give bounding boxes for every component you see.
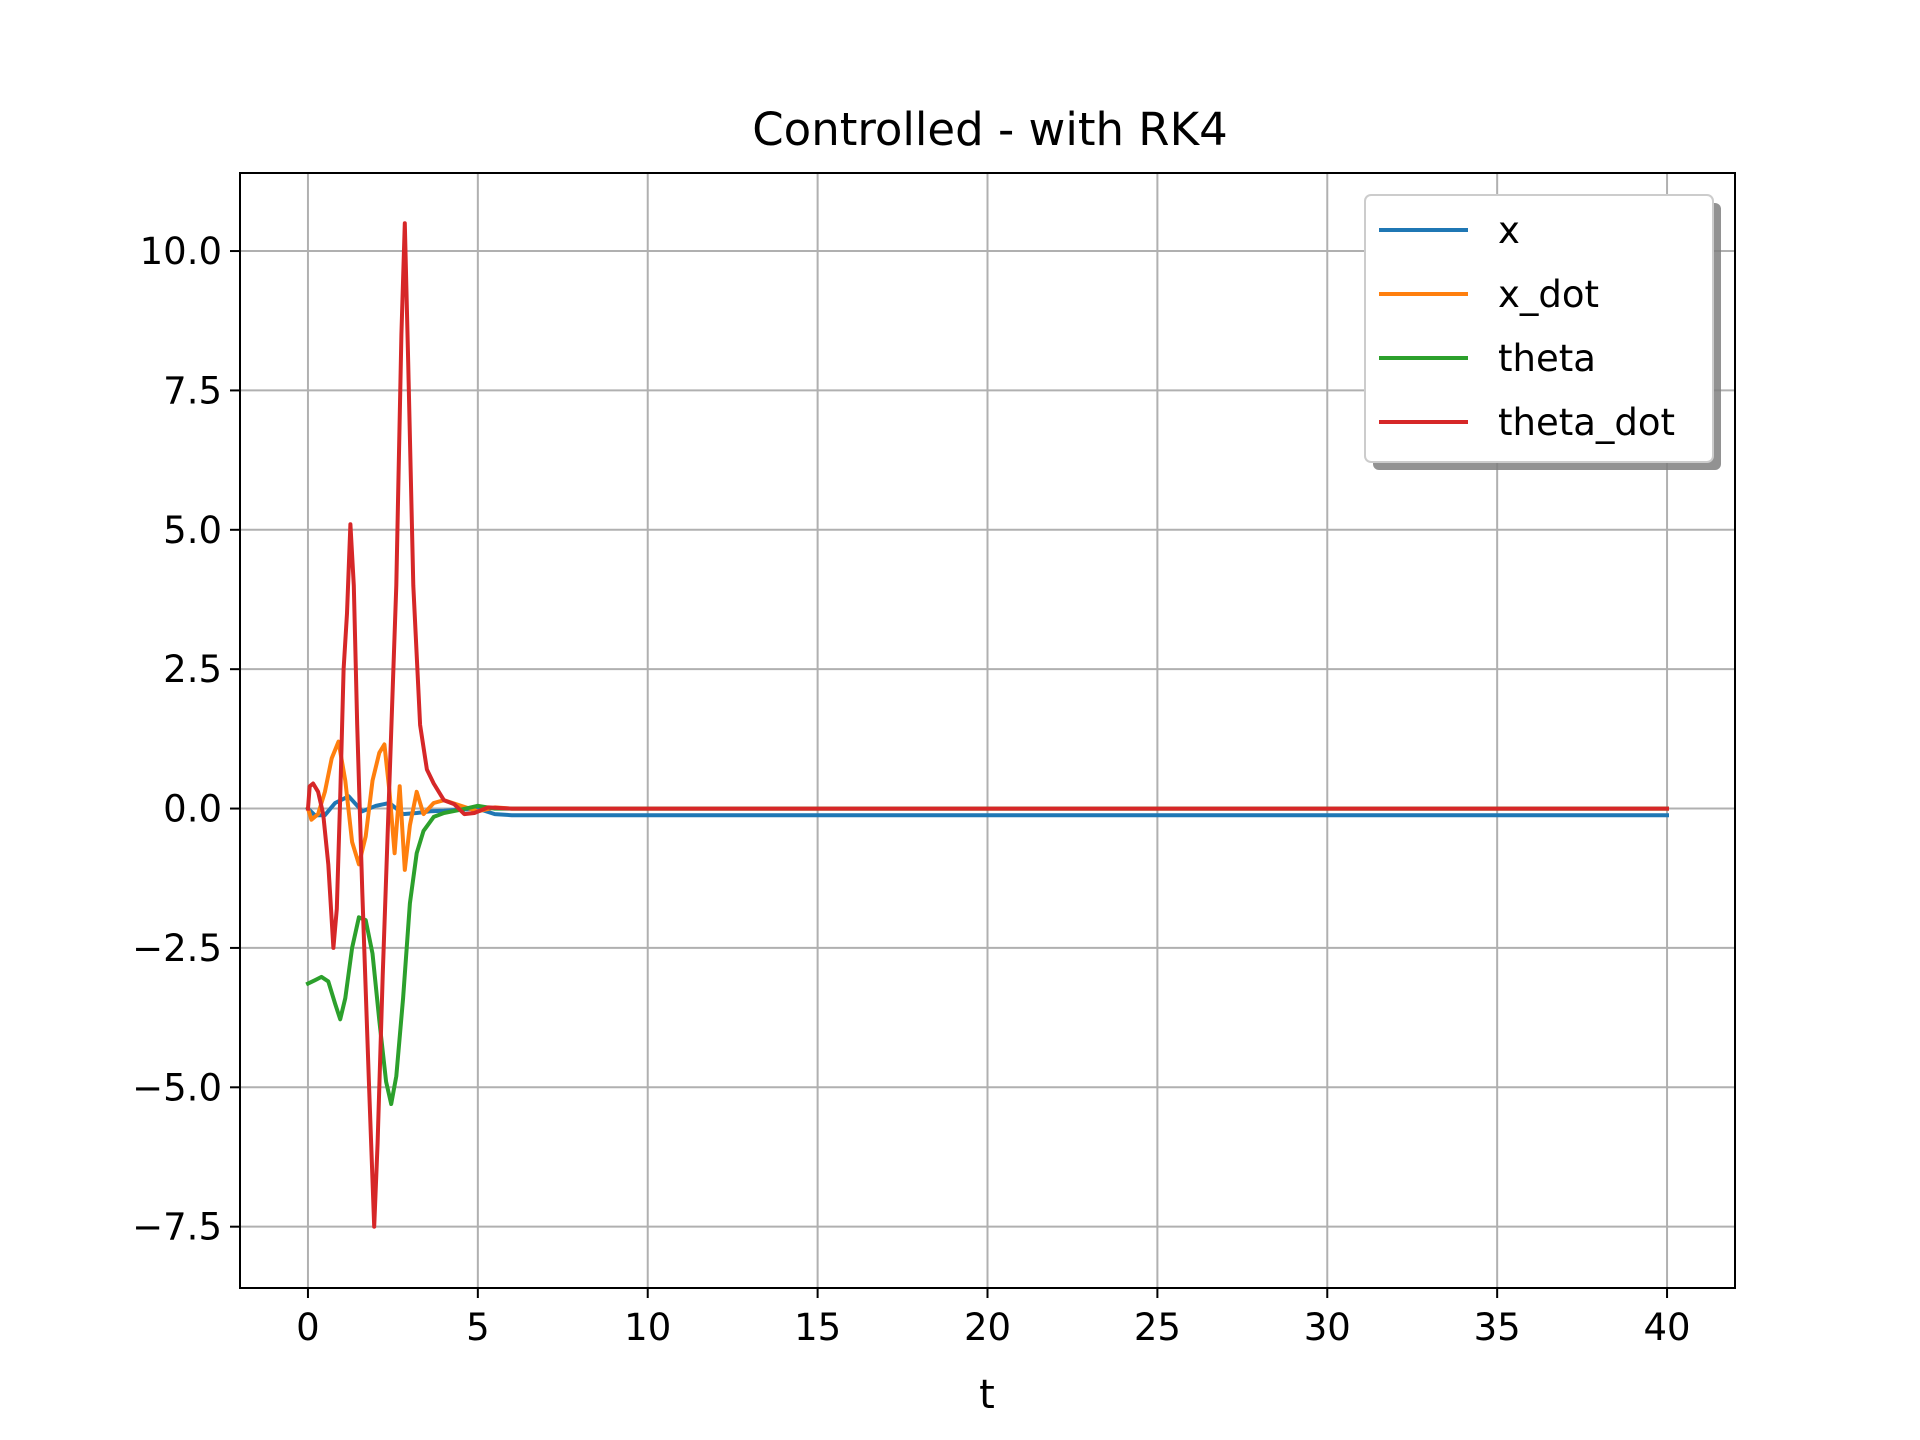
legend-label: theta_dot: [1498, 401, 1675, 444]
y-tick-label: −7.5: [132, 1206, 222, 1249]
y-tick-label: 0.0: [163, 788, 222, 831]
y-tick-label: −5.0: [132, 1066, 222, 1109]
x-axis-label: t: [979, 1372, 995, 1418]
x-tick-label: 35: [1474, 1306, 1521, 1349]
x-tick-label: 10: [624, 1306, 671, 1349]
x-tick-label: 30: [1304, 1306, 1351, 1349]
chart-title: Controlled - with RK4: [752, 103, 1227, 156]
legend-label: theta: [1498, 337, 1596, 380]
y-tick-label: −2.5: [132, 927, 222, 970]
x-tick-label: 5: [466, 1306, 490, 1349]
legend-box: [1364, 194, 1714, 463]
x-axis: 0 5 10 15 20 25 30 35 40: [296, 1288, 1691, 1349]
legend-label: x_dot: [1498, 273, 1599, 316]
x-tick-label: 25: [1134, 1306, 1181, 1349]
x-tick-label: 0: [296, 1306, 320, 1349]
y-axis: −7.5 −5.0 −2.5 0.0 2.5 5.0 7.5 10.0: [132, 230, 240, 1249]
y-tick-label: 7.5: [163, 369, 222, 412]
x-tick-label: 15: [794, 1306, 841, 1349]
legend-label: x: [1498, 209, 1520, 252]
series-line-theta-dot: [305, 221, 1669, 1229]
x-tick-label: 20: [964, 1306, 1011, 1349]
y-tick-label: 5.0: [163, 509, 222, 552]
y-tick-label: 2.5: [163, 648, 222, 691]
y-tick-label: 10.0: [140, 230, 222, 273]
x-tick-label: 40: [1643, 1306, 1690, 1349]
series-layer: [305, 221, 1669, 1229]
